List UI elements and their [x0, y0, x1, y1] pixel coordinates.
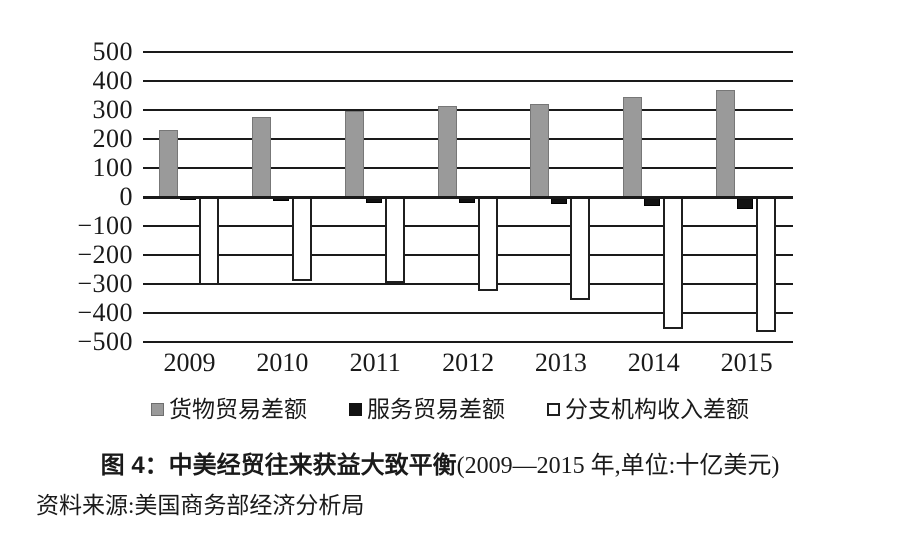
- bar-services: [737, 197, 754, 209]
- y-axis-label: −400: [77, 298, 133, 327]
- bar-goods: [159, 130, 178, 197]
- y-axis-label: −100: [77, 211, 133, 240]
- gridline: [143, 80, 793, 82]
- legend-item: 服务贸易差额: [349, 398, 505, 421]
- bar-branch: [384, 197, 405, 283]
- gridline: [143, 254, 793, 256]
- legend-swatch-goods-icon: [151, 403, 164, 416]
- x-axis-label: 2013: [534, 348, 587, 377]
- legend-swatch-branch-icon: [547, 403, 560, 416]
- x-axis-label: 2010: [256, 348, 309, 377]
- y-axis-label: 400: [92, 66, 133, 95]
- gridline: [143, 167, 793, 169]
- y-axis-label: 100: [92, 153, 133, 182]
- gridline: [143, 225, 793, 227]
- legend-label: 货物贸易差额: [169, 397, 307, 422]
- y-axis-label: 300: [92, 95, 133, 124]
- bar-goods: [716, 89, 736, 197]
- bar-branch: [570, 197, 591, 300]
- x-axis-label: 2015: [720, 348, 773, 377]
- legend-swatch-services-icon: [349, 403, 362, 416]
- bar-branch: [663, 197, 684, 329]
- source-note: 资料来源:美国商务部经济分析局: [36, 493, 365, 518]
- bar-branch: [756, 197, 777, 332]
- gridline: [143, 312, 793, 314]
- legend-label: 分支机构收入差额: [565, 397, 749, 422]
- x-axis-label: 2009: [163, 348, 216, 377]
- x-axis-label: 2011: [349, 348, 401, 377]
- y-axis-label: −300: [77, 269, 133, 298]
- gridline: [143, 341, 793, 343]
- y-axis-label: 0: [119, 182, 133, 211]
- figure-caption-title: 图 4：中美经贸往来获益大致平衡: [100, 452, 457, 479]
- bar-goods: [251, 117, 271, 197]
- bar-goods: [530, 104, 550, 197]
- bar-goods: [437, 105, 457, 197]
- gridline: [143, 51, 793, 53]
- x-axis-label: 2012: [442, 348, 495, 377]
- gridline: [143, 283, 793, 285]
- legend-item: 货物贸易差额: [151, 398, 307, 421]
- figure-caption-subtitle: (2009—2015 年,单位:十亿美元): [456, 453, 780, 479]
- bar-goods: [344, 111, 364, 197]
- gridline: [143, 138, 793, 140]
- y-axis-label: −200: [77, 240, 133, 269]
- legend-label: 服务贸易差额: [367, 397, 505, 422]
- y-axis-label: 500: [92, 37, 133, 66]
- x-axis-label: 2014: [627, 348, 680, 377]
- bar-branch: [199, 197, 219, 286]
- legend-item: 分支机构收入差额: [547, 398, 749, 421]
- gridline: [143, 195, 793, 199]
- bar-branch: [477, 197, 498, 292]
- y-axis-label: −500: [77, 327, 133, 356]
- y-axis-label: 200: [92, 124, 133, 153]
- chart-legend: 货物贸易差额 服务贸易差额 分支机构收入差额: [0, 398, 900, 421]
- figure-caption: 图 4：中美经贸往来获益大致平衡(2009—2015 年,单位:十亿美元): [0, 452, 880, 481]
- bar-branch: [291, 197, 312, 282]
- bar-goods: [623, 96, 643, 197]
- gridline: [143, 109, 793, 111]
